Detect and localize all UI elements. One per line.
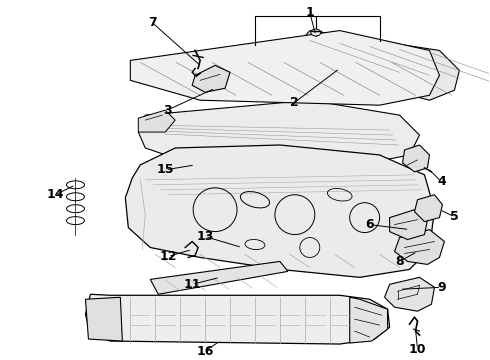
Polygon shape: [138, 100, 419, 165]
Polygon shape: [394, 230, 444, 265]
Polygon shape: [415, 195, 442, 222]
Polygon shape: [150, 261, 288, 294]
Polygon shape: [85, 297, 122, 341]
Text: 6: 6: [366, 218, 374, 231]
Polygon shape: [192, 66, 230, 92]
Polygon shape: [295, 31, 460, 100]
Polygon shape: [350, 297, 388, 343]
Polygon shape: [403, 145, 429, 172]
Polygon shape: [138, 110, 175, 132]
Polygon shape: [125, 145, 435, 277]
Text: 9: 9: [437, 281, 446, 294]
Text: 13: 13: [196, 230, 214, 243]
Polygon shape: [130, 31, 440, 105]
Polygon shape: [385, 277, 435, 311]
Text: 15: 15: [156, 163, 174, 176]
Text: 3: 3: [163, 104, 172, 117]
Text: 16: 16: [196, 345, 214, 357]
Text: 4: 4: [437, 175, 446, 188]
Text: 14: 14: [47, 188, 64, 201]
Text: 7: 7: [148, 16, 157, 29]
Text: 8: 8: [395, 255, 404, 268]
Polygon shape: [85, 294, 390, 344]
Text: 11: 11: [183, 278, 201, 291]
Text: 2: 2: [291, 96, 299, 109]
Polygon shape: [390, 210, 427, 239]
Text: 5: 5: [450, 210, 459, 223]
Text: 12: 12: [159, 250, 177, 263]
Ellipse shape: [311, 29, 321, 36]
Text: 1: 1: [305, 6, 314, 19]
Text: 10: 10: [409, 342, 426, 356]
